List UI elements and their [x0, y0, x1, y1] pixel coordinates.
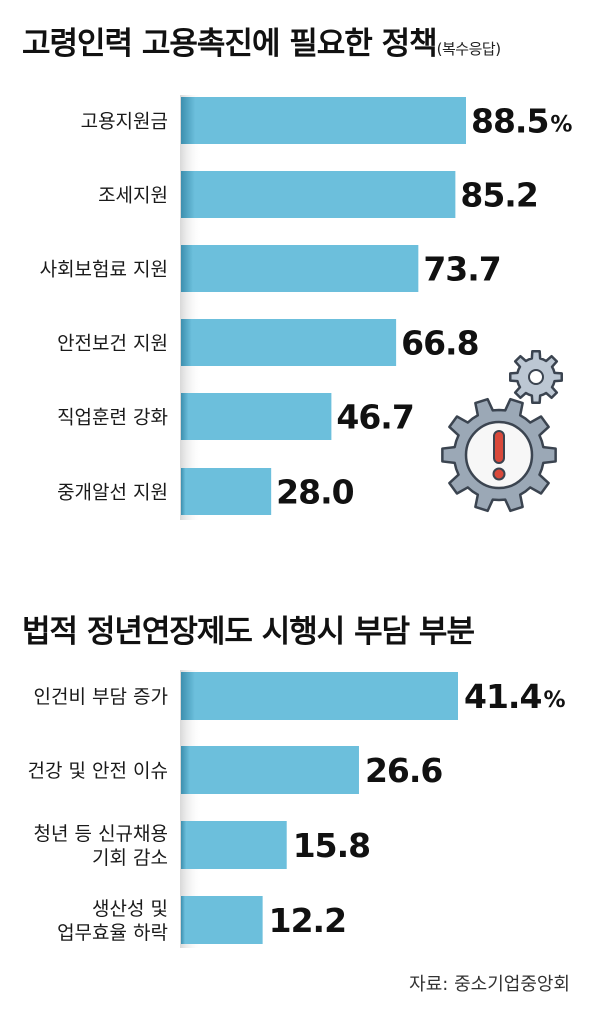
chart1-bar [181, 171, 456, 218]
source-note: 자료: 중소기업중앙회 [409, 974, 570, 995]
chart2-category-label: 생산성 및 [92, 898, 168, 920]
chart2-category-label: 인건비 부담 증가 [34, 686, 168, 708]
chart2-bar [181, 896, 263, 944]
chart1-unit-label: % [550, 113, 572, 138]
chart2-category-label: 기회 감소 [92, 847, 168, 869]
chart1-category-label: 고용지원금 [81, 111, 168, 133]
chart1-category-label: 안전보건 지원 [57, 333, 168, 355]
chart2-value-label: 12.2 [269, 901, 346, 940]
chart2-title: 법적 정년연장제도 시행시 부담 부분 [22, 614, 475, 650]
chart1-value-label: 46.7 [336, 398, 413, 437]
chart2-bar [181, 672, 458, 720]
chart2: 인건비 부담 증가 41.4 % 건강 및 안전 이슈 26.6 청년 등 신규채용기회 … [28, 672, 566, 944]
chart1-value-label: 28.0 [276, 473, 353, 512]
chart2-category-label: 업무효율 하락 [57, 922, 168, 944]
chart1-axis-shadow [180, 95, 202, 520]
chart2-unit-label: % [543, 688, 565, 713]
chart1-value-label: 88.5 [471, 102, 548, 141]
gear-small-icon [509, 350, 563, 404]
chart1-bar [181, 393, 332, 440]
chart1-bar [181, 319, 397, 366]
chart1-bar [181, 245, 419, 292]
chart1-bar [181, 97, 466, 144]
chart1-category-label: 사회보험료 지원 [40, 259, 168, 281]
chart1-title: 고령인력 고용촉진에 필요한 정책(복수응답) [22, 26, 501, 62]
chart2-bar [181, 821, 287, 869]
chart2-value-label: 41.4 [464, 677, 541, 716]
chart1-category-label: 중개알선 지원 [57, 482, 168, 504]
chart1-value-label: 73.7 [423, 250, 500, 289]
chart2-category-label: 건강 및 안전 이슈 [28, 760, 168, 782]
chart2-category-label: 청년 등 신규채용 [34, 823, 168, 845]
chart1-category-label: 직업훈련 강화 [57, 407, 168, 429]
chart1-category-label: 조세지원 [98, 185, 168, 207]
gear-warning-icon [441, 397, 557, 513]
chart1-bar [181, 468, 272, 515]
chart2-axis-shadow [180, 670, 202, 948]
chart1: 고용지원금 88.5 % 조세지원 85.2 사회보험료 지원 73.7 안전보건 지원 66.… [40, 97, 572, 515]
chart2-value-label: 26.6 [365, 751, 442, 790]
chart2-value-label: 15.8 [293, 826, 370, 865]
chart1-subtitle: (복수응답) [436, 40, 501, 58]
chart1-value-label: 85.2 [460, 176, 537, 215]
chart1-value-label: 66.8 [401, 324, 478, 363]
chart2-bar [181, 746, 359, 794]
